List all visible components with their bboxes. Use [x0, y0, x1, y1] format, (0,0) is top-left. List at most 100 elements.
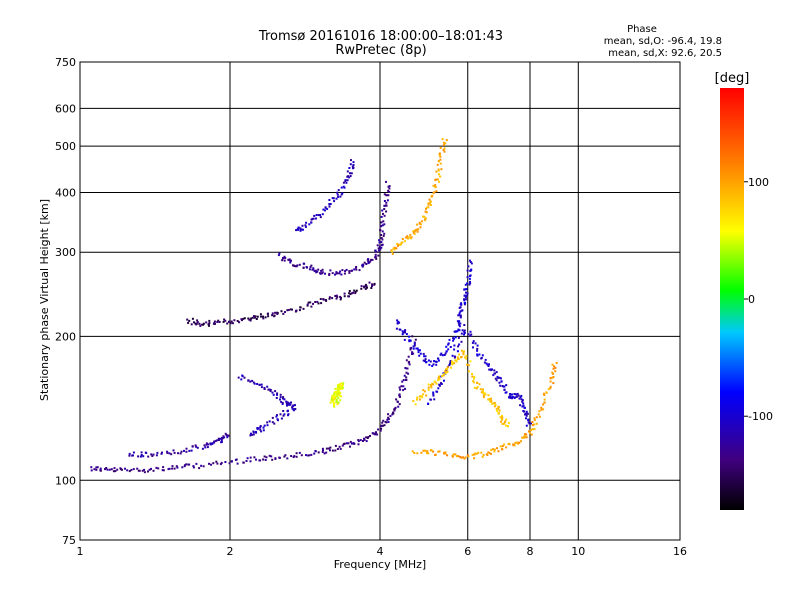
data-point [263, 388, 266, 390]
data-point [346, 170, 349, 173]
data-point [553, 365, 556, 368]
data-point [420, 451, 423, 454]
data-point [337, 397, 340, 400]
data-point [463, 298, 466, 301]
data-point [283, 398, 286, 401]
data-point [478, 383, 481, 386]
data-point [498, 376, 501, 379]
data-point [295, 452, 298, 455]
data-point [472, 340, 475, 343]
data-point [507, 421, 510, 424]
data-point [291, 407, 294, 410]
data-point [166, 450, 169, 453]
data-point [524, 433, 527, 435]
data-point [443, 379, 445, 382]
data-point [291, 406, 294, 409]
data-point [416, 347, 419, 350]
data-point [383, 193, 386, 196]
data-point [392, 247, 395, 250]
data-point [437, 377, 440, 380]
data-point [349, 445, 351, 448]
data-point [177, 452, 179, 455]
data-point [405, 379, 408, 381]
data-point [348, 292, 351, 295]
data-point [458, 343, 461, 346]
data-point [423, 215, 426, 218]
data-point [155, 466, 158, 469]
data-point [202, 323, 205, 326]
data-point [483, 361, 486, 364]
data-point [270, 455, 273, 458]
data-point [517, 442, 519, 445]
data-point [282, 257, 285, 260]
data-point [312, 268, 315, 271]
data-points [90, 138, 558, 474]
data-point [402, 385, 405, 388]
data-point [310, 453, 313, 456]
data-point [295, 455, 298, 458]
data-point [329, 446, 332, 449]
data-point [338, 384, 341, 387]
data-point [298, 263, 301, 266]
data-point [336, 272, 339, 275]
data-point [490, 449, 493, 452]
data-point [402, 331, 405, 334]
data-point [327, 447, 330, 450]
data-point [432, 383, 434, 386]
data-point [250, 433, 253, 436]
data-point [211, 442, 214, 445]
data-point [120, 468, 122, 471]
x-axis-label: Frequency [MHz] [334, 558, 426, 571]
data-point [157, 467, 160, 470]
x-tick-label: 8 [527, 545, 534, 558]
data-point [429, 398, 432, 401]
data-point [463, 333, 465, 336]
data-point [482, 454, 485, 456]
data-point [321, 451, 324, 453]
data-point [317, 302, 320, 305]
data-point [513, 397, 516, 399]
data-point [471, 373, 473, 375]
data-point [324, 272, 326, 275]
data-point [448, 364, 451, 367]
data-point [338, 383, 341, 386]
data-point [258, 383, 261, 386]
data-point [243, 376, 246, 379]
data-point [196, 319, 199, 322]
data-point [505, 418, 508, 421]
data-point [328, 297, 331, 300]
data-point [496, 447, 498, 450]
data-point [219, 437, 222, 440]
data-point [334, 397, 336, 400]
data-point [509, 395, 512, 398]
data-point [551, 376, 554, 379]
data-point [405, 376, 408, 379]
data-point [380, 215, 383, 218]
data-point [540, 406, 543, 409]
data-point [340, 395, 342, 398]
data-point [437, 359, 440, 362]
data-point [535, 416, 538, 419]
data-point [315, 217, 317, 220]
data-point [236, 462, 239, 465]
data-point [492, 374, 495, 377]
data-point [336, 448, 339, 450]
data-point [362, 264, 365, 266]
data-point [338, 390, 340, 393]
data-point [399, 395, 401, 398]
data-point [523, 406, 526, 409]
data-point [168, 467, 171, 470]
data-point [437, 387, 440, 390]
data-point [416, 228, 419, 231]
data-point [136, 467, 139, 470]
data-point [161, 469, 164, 472]
data-point [249, 380, 252, 383]
data-point [286, 401, 289, 404]
data-point [403, 240, 406, 243]
data-point [353, 289, 356, 292]
data-point [459, 316, 462, 319]
data-point [411, 351, 414, 354]
data-point [324, 299, 327, 301]
data-point [226, 436, 229, 439]
data-point [380, 424, 383, 427]
